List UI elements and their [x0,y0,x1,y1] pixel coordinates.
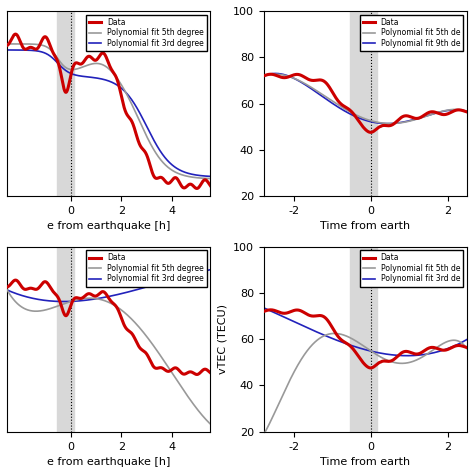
Bar [56,246,74,432]
X-axis label: Time from earth: Time from earth [320,457,410,467]
Bar [350,246,377,432]
Legend: Data, Polynomial fit 5th degree, Polynomial fit 3rd degree: Data, Polynomial fit 5th degree, Polynom… [86,250,207,287]
Legend: Data, Polynomial fit 5th degree, Polynomial fit 3rd degree: Data, Polynomial fit 5th degree, Polynom… [86,15,207,51]
X-axis label: e from earthquake [h]: e from earthquake [h] [47,457,170,467]
Legend: Data, Polynomial fit 5th de, Polynomial fit 3rd de: Data, Polynomial fit 5th de, Polynomial … [360,250,463,287]
Legend: Data, Polynomial fit 5th de, Polynomial fit 9th de: Data, Polynomial fit 5th de, Polynomial … [360,15,463,51]
Bar [56,11,74,196]
X-axis label: e from earthquake [h]: e from earthquake [h] [47,221,170,231]
X-axis label: Time from earth: Time from earth [320,221,410,231]
Bar [350,11,377,196]
Y-axis label: vTEC (TECU): vTEC (TECU) [218,304,228,374]
